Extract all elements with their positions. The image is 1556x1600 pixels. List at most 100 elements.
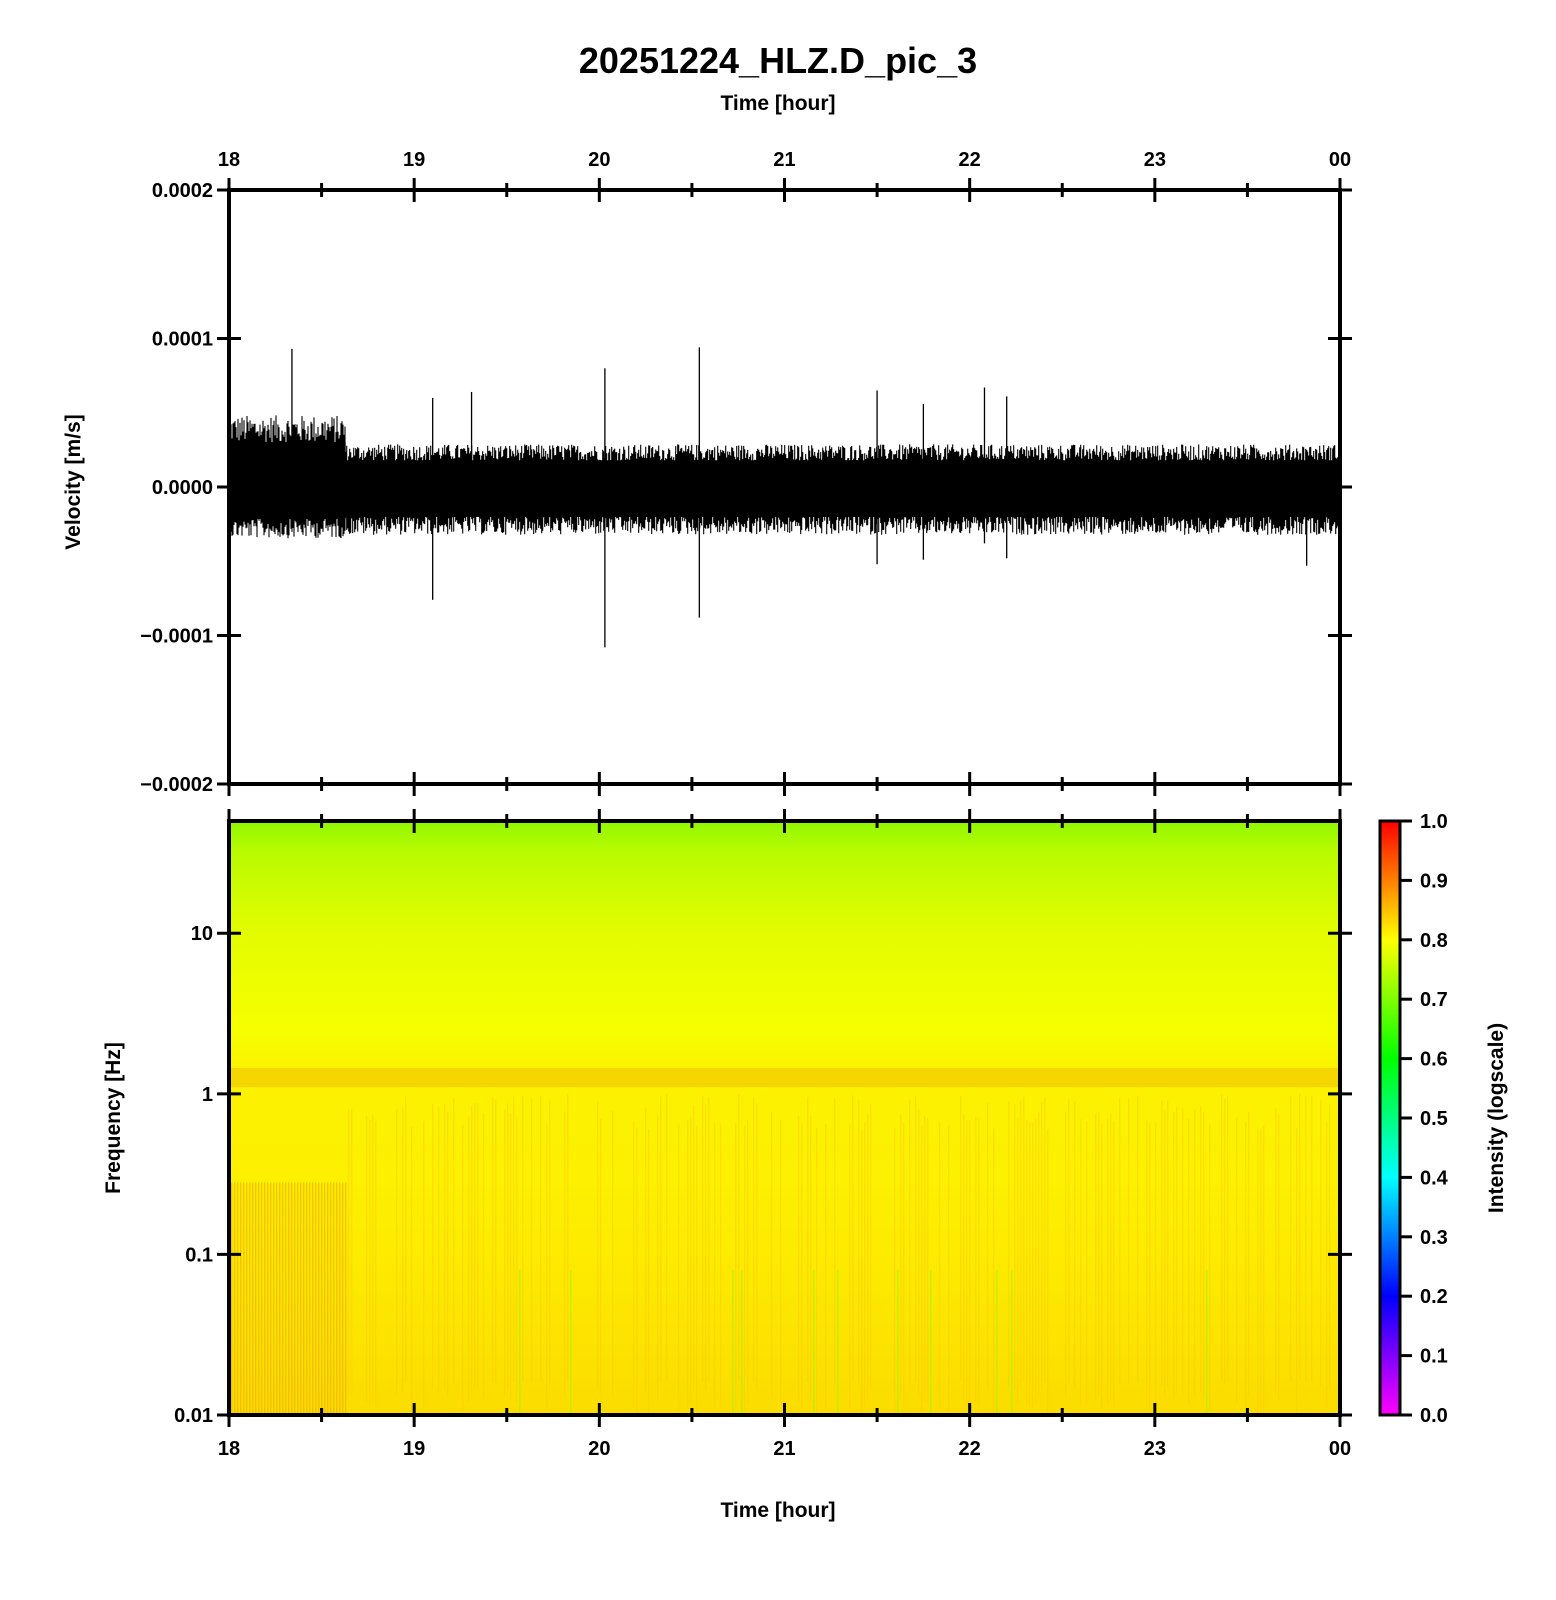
spectrogram-stripe (339, 1182, 341, 1415)
spectrogram-x-tick-label: 18 (218, 1438, 240, 1460)
spectrogram-stripe (678, 1124, 680, 1410)
spectrogram-stripe (432, 1103, 434, 1390)
colorbar-tick-label: 0.4 (1420, 1167, 1449, 1189)
spectrogram-stripe (693, 1105, 695, 1391)
spectrogram-stripe (1182, 1108, 1184, 1394)
spectrogram-stripe (309, 1182, 311, 1415)
spectrogram-stripe (495, 1099, 497, 1386)
spectrogram-stripe (771, 1111, 773, 1398)
spectrogram-stripe (240, 1182, 242, 1415)
colorbar-tick-label: 0.2 (1420, 1286, 1448, 1308)
spectrogram-stripe (411, 1126, 413, 1413)
spectrogram-stripe (282, 1182, 284, 1415)
colorbar-tick-label: 0.9 (1420, 870, 1448, 892)
spectrogram-stripe-green (732, 1269, 734, 1415)
spectrogram-y-tick-label: 0.1 (185, 1244, 213, 1266)
waveform-y-tick-label: −0.0002 (140, 774, 213, 796)
spectrogram-stripe (372, 1115, 374, 1401)
waveform-y-tick-labels: 0.0002 0.0001 0.0000 −0.0001 −0.0002 (140, 180, 213, 796)
spectrogram-stripe (243, 1182, 245, 1415)
spectrogram-stripe (1110, 1113, 1112, 1400)
spectrogram-stripe (1029, 1121, 1031, 1408)
waveform-noise-upper (228, 415, 1341, 487)
spectrogram-stripe-green (1206, 1269, 1208, 1415)
spectrogram-x-tick-labels: 18 19 20 21 22 23 00 (218, 1438, 1351, 1460)
spectrogram-stripe (1200, 1106, 1202, 1392)
spectrogram-stripe (744, 1125, 746, 1412)
spectrogram-stripe (1263, 1125, 1265, 1411)
spectrogram-stripe (318, 1182, 320, 1415)
spectrogram-stripe (1032, 1122, 1034, 1408)
spectrogram-stripe (993, 1128, 995, 1415)
spectrogram-stripe (963, 1114, 965, 1400)
spectrogram-stripe (1128, 1097, 1130, 1384)
colorbar-tick-label: 0.7 (1420, 989, 1448, 1011)
spectrogram-stripe (1086, 1121, 1088, 1407)
spectrogram-stripe (633, 1121, 635, 1407)
spectrogram-stripe (1041, 1101, 1043, 1388)
colorbar-tick-label: 0.0 (1420, 1405, 1448, 1427)
spectrogram-stripe (276, 1182, 278, 1415)
spectrogram-stripe (825, 1124, 827, 1410)
spectrogram-stripe (516, 1116, 518, 1403)
spectrogram-stripe (264, 1182, 266, 1415)
spectrogram-stripe (1068, 1099, 1070, 1385)
spectrogram-stripe (477, 1103, 479, 1389)
spectrogram-stripe (303, 1182, 305, 1415)
spectrogram-stripe (1320, 1100, 1322, 1386)
spectrogram-stripe (648, 1129, 650, 1415)
spectrogram-stripe (915, 1096, 917, 1382)
spectrogram-stripe (330, 1182, 332, 1415)
spectrogram-stripe (546, 1124, 548, 1411)
spectrogram-stripe (315, 1182, 317, 1415)
spectrogram-stripe (375, 1121, 377, 1407)
waveform-trace (228, 347, 1341, 648)
spectrogram-stripe (249, 1182, 251, 1415)
spectrogram-stripe (1107, 1119, 1109, 1405)
spectrogram-stripe (513, 1096, 515, 1382)
spectrogram-stripe (1164, 1110, 1166, 1396)
spectrogram-panel: Frequency [Hz] 10 1 0.1 0.01 18 19 20 21 22 23 00… (102, 809, 1352, 1522)
spectrogram-stripe (612, 1110, 614, 1397)
spectrogram-stripe (852, 1095, 854, 1381)
colorbar-gradient (1378, 819, 1402, 1417)
spectrogram-stripe-green (897, 1269, 899, 1415)
spectrogram-stripe-green (1011, 1269, 1013, 1415)
spectrogram-stripe (1167, 1100, 1169, 1387)
spectrogram-stripe (864, 1121, 866, 1408)
spectrogram-stripe (927, 1118, 929, 1404)
spectrogram-stripe (1098, 1111, 1100, 1398)
spectrogram-stripe (423, 1121, 425, 1407)
waveform-x-tick-labels: 18 19 20 21 22 23 00 (218, 149, 1351, 171)
spectrogram-stripe (1017, 1118, 1019, 1404)
spectrogram-stripe-green (570, 1269, 572, 1415)
spectrogram-stripe (645, 1108, 647, 1394)
spectrogram-stripe (834, 1098, 836, 1385)
spectrogram-stripe (402, 1107, 404, 1394)
spectrogram-stripe (870, 1104, 872, 1390)
spectrogram-stripe (1311, 1096, 1313, 1382)
spectrogram-x-tick-label: 20 (588, 1438, 610, 1460)
spectrogram-stripe (453, 1098, 455, 1384)
spectrogram-x-tick-label: 21 (773, 1438, 795, 1460)
spectrogram-stripe (708, 1097, 710, 1383)
spectrogram-stripe (816, 1127, 818, 1414)
spectrogram-stripe (1101, 1123, 1103, 1410)
colorbar-tick-label: 0.8 (1420, 930, 1448, 952)
waveform-tick-marks (217, 178, 1352, 796)
spectrogram-stripe (1221, 1094, 1223, 1381)
waveform-x-tick-label: 20 (588, 149, 610, 171)
spectrogram-stripe (1305, 1096, 1307, 1383)
spectrogram-stripe (714, 1122, 716, 1409)
waveform-x-tick-label: 19 (403, 149, 425, 171)
spectrogram-stripe (1008, 1102, 1010, 1388)
spectrogram-stripe (909, 1099, 911, 1386)
spectrogram-stripe (1161, 1100, 1163, 1386)
spectrogram-x-tick-label: 00 (1329, 1438, 1351, 1460)
spectrogram-y-axis-label: Frequency [Hz] (102, 1042, 125, 1194)
spectrogram-stripe (939, 1121, 941, 1408)
spectrogram-x-tick-label: 22 (959, 1438, 981, 1460)
spectrogram-stripe (1209, 1124, 1211, 1411)
spectrogram-stripe (801, 1123, 803, 1410)
spectrogram-stripe (291, 1182, 293, 1415)
